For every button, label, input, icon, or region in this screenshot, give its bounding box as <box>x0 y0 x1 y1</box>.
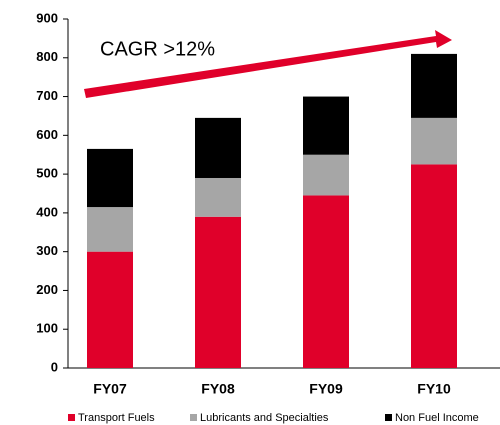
y-tick-label: 700 <box>36 88 58 103</box>
bar-segment <box>195 177 241 217</box>
y-tick-label: 600 <box>36 127 58 142</box>
y-tick-label: 300 <box>36 243 58 258</box>
legend-swatch <box>190 414 197 421</box>
y-tick-label: 500 <box>36 166 58 181</box>
bar-segment <box>411 53 457 118</box>
y-tick-label: 100 <box>36 321 58 336</box>
bar-segment <box>303 154 349 196</box>
x-tick-label: FY10 <box>417 381 451 397</box>
x-tick-label: FY07 <box>93 381 127 397</box>
y-tick-label: 200 <box>36 282 58 297</box>
bar-segment <box>87 207 133 252</box>
legend-swatch <box>68 414 75 421</box>
bar-segment <box>303 96 349 155</box>
legend-label: Non Fuel Income <box>395 412 479 424</box>
bar-segment <box>87 251 133 368</box>
y-tick-label: 400 <box>36 204 58 219</box>
x-tick-label: FY08 <box>201 381 235 397</box>
legend-label: Lubricants and Specialties <box>200 412 329 424</box>
bar-segment <box>411 117 457 165</box>
bar-segment <box>87 148 133 208</box>
legend-swatch <box>385 414 392 421</box>
bar-segment <box>303 195 349 368</box>
annotation: CAGR >12% <box>100 38 215 60</box>
cagr-arrow <box>84 30 452 98</box>
y-tick-label: 900 <box>36 10 58 25</box>
y-tick-label: 0 <box>51 359 58 374</box>
y-tick-label: 800 <box>36 49 58 64</box>
bar-segment <box>195 216 241 368</box>
bar-segment <box>195 117 241 178</box>
legend-label: Transport Fuels <box>78 412 155 424</box>
x-tick-label: FY09 <box>309 381 343 397</box>
bar-segment <box>411 164 457 368</box>
